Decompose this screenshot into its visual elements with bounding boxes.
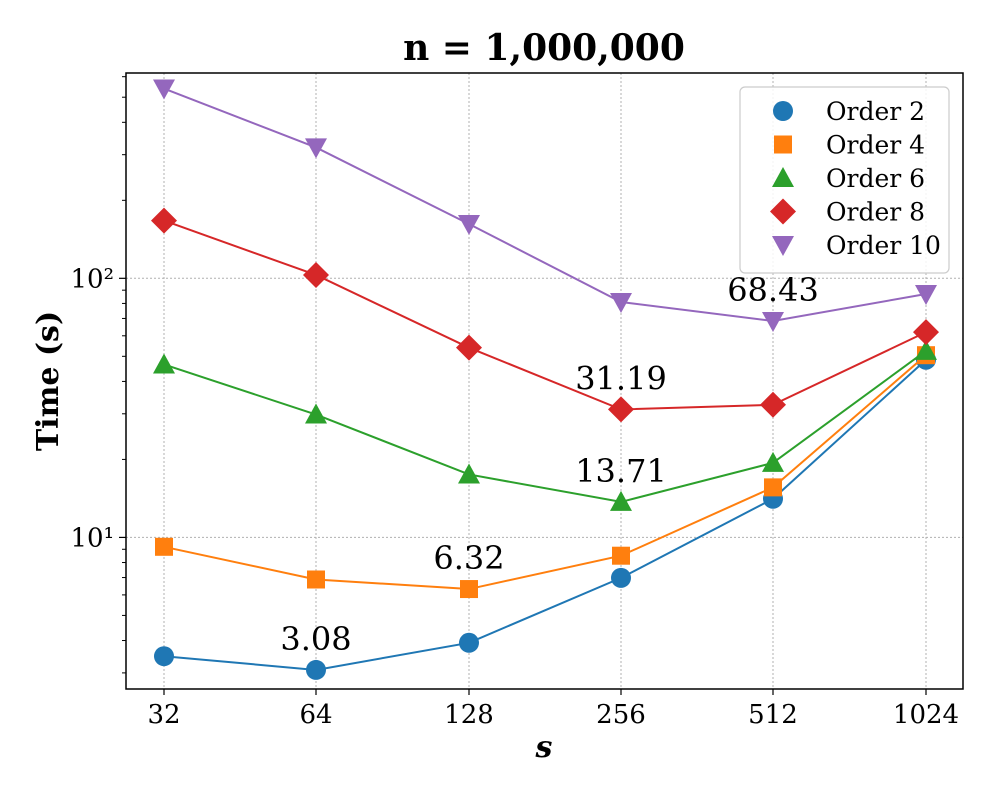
data-point (762, 451, 784, 472)
legend-label: Order 6 (826, 164, 925, 193)
legend-label: Order 4 (826, 131, 925, 160)
series-order-8 (151, 207, 939, 423)
data-point (307, 570, 325, 589)
data-point (458, 463, 480, 484)
x-tick-label: 32 (147, 700, 180, 730)
data-point (155, 537, 173, 556)
series-layer (151, 79, 939, 680)
data-point (762, 312, 784, 333)
series-line (163, 358, 927, 671)
legend-marker (770, 198, 796, 225)
data-point (456, 334, 482, 361)
series-line (163, 87, 927, 323)
data-point (915, 339, 937, 360)
legend-box (739, 86, 950, 274)
data-point (760, 391, 786, 418)
x-axis-label: s (535, 730, 553, 765)
data-point (153, 353, 175, 374)
data-point (306, 659, 326, 680)
x-tick-label: 256 (596, 700, 646, 730)
data-point (458, 215, 480, 236)
data-point (303, 261, 329, 288)
series-line (163, 350, 927, 503)
y-tick-label: 10¹ (70, 523, 114, 553)
data-point (608, 396, 634, 423)
legend-label: Order 10 (826, 231, 941, 260)
data-point (610, 293, 632, 314)
legend-label: Order 8 (826, 198, 925, 227)
legend-marker (772, 236, 794, 256)
x-tick-label: 1024 (893, 700, 959, 730)
series-line (163, 219, 927, 411)
legend-marker (774, 135, 792, 154)
data-point (610, 490, 632, 511)
data-point (151, 207, 177, 234)
y-axis-label: Time (s) (31, 311, 66, 451)
data-point (459, 632, 479, 653)
legend-label: Order 2 (826, 97, 925, 126)
data-point (611, 567, 631, 588)
data-label: 68.43 (727, 271, 819, 309)
data-point (460, 580, 478, 599)
data-label: 6.32 (433, 539, 504, 577)
data-point (305, 403, 327, 424)
axis-layer: 32 64 128 256 512 1024 10¹ 10² (70, 76, 959, 730)
x-tick-label: 512 (748, 700, 798, 730)
legend-marker (772, 167, 794, 187)
y-tick-label: 10² (70, 264, 114, 294)
x-tick-label: 128 (444, 700, 494, 730)
data-point (913, 319, 939, 346)
annotation-layer: 3.08 6.32 13.71 31.19 68.43 (280, 271, 818, 658)
data-point (305, 138, 327, 159)
data-point (915, 284, 937, 305)
series-order-6 (153, 339, 937, 511)
data-point (764, 478, 782, 497)
series-line (163, 354, 927, 591)
legend: Order 2 Order 4 Order 6 Order 8 Order 10 (739, 86, 950, 274)
data-point (153, 79, 175, 100)
legend-marker (773, 101, 793, 121)
data-point (612, 546, 630, 565)
series-order-10 (153, 79, 937, 333)
chart-title: n = 1,000,000 (403, 27, 685, 69)
data-label: 13.71 (575, 452, 667, 490)
x-tick-label: 64 (299, 700, 332, 730)
data-point (154, 646, 174, 667)
data-label: 3.08 (280, 620, 351, 658)
data-label: 31.19 (575, 359, 667, 397)
